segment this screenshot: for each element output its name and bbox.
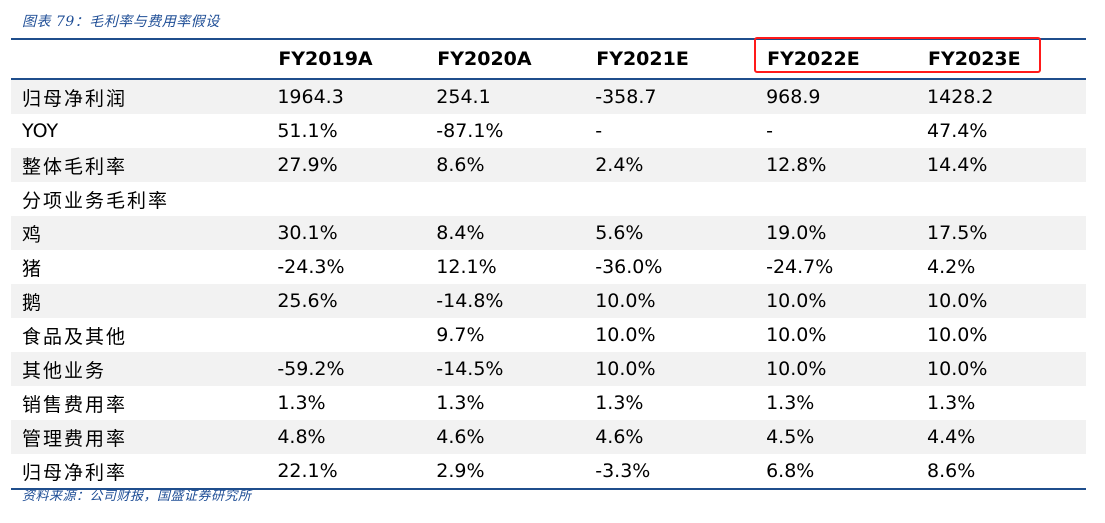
row-label: 鹅 — [22, 291, 44, 314]
row-label: 归母净利润 — [22, 87, 128, 110]
value-cell: 51.1% — [277, 120, 338, 142]
value-cell: -59.2% — [277, 358, 345, 380]
value-cell: 5.6% — [595, 222, 644, 244]
value-cell: 10.0% — [766, 358, 827, 380]
table-row: YOY 51.1% -87.1% - - 47.4% — [11, 114, 1086, 148]
value-cell: 47.4% — [927, 120, 988, 142]
value-cell: 1428.2 — [927, 86, 994, 108]
value-cell: 4.5% — [766, 426, 815, 448]
value-cell: 25.6% — [277, 290, 338, 312]
value-cell: 10.0% — [766, 324, 827, 346]
value-cell: -14.5% — [436, 358, 504, 380]
table-row: 猪 -24.3% 12.1% -36.0% -24.7% 4.2% — [11, 250, 1086, 284]
value-cell: 17.5% — [927, 222, 988, 244]
value-cell: 1.3% — [436, 392, 485, 414]
row-label: 整体毛利率 — [22, 155, 128, 178]
value-cell: 968.9 — [766, 86, 821, 108]
value-cell: 1.3% — [277, 392, 326, 414]
value-cell: -3.3% — [595, 460, 651, 482]
row-label: YOY — [22, 120, 59, 142]
value-cell: -36.0% — [595, 256, 663, 278]
header-fy2020a: FY2020A — [437, 48, 532, 70]
value-cell: 8.4% — [436, 222, 485, 244]
bottom-rule — [11, 488, 1086, 490]
table-row: 销售费用率 1.3% 1.3% 1.3% 1.3% 1.3% — [11, 386, 1086, 420]
value-cell: 8.6% — [436, 154, 485, 176]
row-label: 其他业务 — [22, 359, 107, 382]
value-cell: 4.2% — [927, 256, 976, 278]
value-cell: 1.3% — [595, 392, 644, 414]
value-cell: 4.6% — [436, 426, 485, 448]
value-cell: 10.0% — [766, 290, 827, 312]
value-cell: -358.7 — [595, 86, 657, 108]
figure-caption: 图表 79：毛利率与费用率假设 — [22, 14, 220, 30]
header-rule — [11, 78, 1086, 80]
value-cell: 22.1% — [277, 460, 338, 482]
value-cell: -87.1% — [436, 120, 504, 142]
header-fy2021e: FY2021E — [596, 48, 689, 70]
source-note: 资料来源：公司财报，国盛证券研究所 — [22, 489, 252, 504]
value-cell: 19.0% — [766, 222, 827, 244]
value-cell: 27.9% — [277, 154, 338, 176]
value-cell: 10.0% — [927, 290, 988, 312]
table-body: 归母净利润 1964.3 254.1 -358.7 968.9 1428.2 YOY 51.1… — [11, 80, 1086, 488]
value-cell: 10.0% — [927, 358, 988, 380]
row-label: 鸡 — [22, 223, 44, 246]
value-cell: 1964.3 — [277, 86, 344, 108]
value-cell: 12.8% — [766, 154, 827, 176]
value-cell: 254.1 — [436, 86, 491, 108]
value-cell: 8.6% — [927, 460, 976, 482]
value-cell: -24.3% — [277, 256, 345, 278]
value-cell: 12.1% — [436, 256, 497, 278]
table-row: 分项业务毛利率 — [11, 182, 1086, 216]
value-cell: 4.4% — [927, 426, 976, 448]
header-fy2023e: FY2023E — [928, 48, 1021, 70]
row-label: 销售费用率 — [22, 393, 128, 416]
top-rule — [11, 38, 1086, 40]
value-cell: 2.9% — [436, 460, 485, 482]
value-cell: -14.8% — [436, 290, 504, 312]
row-label: 分项业务毛利率 — [22, 189, 170, 212]
value-cell: 4.8% — [277, 426, 326, 448]
value-cell: 10.0% — [595, 324, 656, 346]
table-row: 管理费用率 4.8% 4.6% 4.6% 4.5% 4.4% — [11, 420, 1086, 454]
value-cell: 30.1% — [277, 222, 338, 244]
value-cell: 9.7% — [436, 324, 485, 346]
table-row: 整体毛利率 27.9% 8.6% 2.4% 12.8% 14.4% — [11, 148, 1086, 182]
table-row: 鸡 30.1% 8.4% 5.6% 19.0% 17.5% — [11, 216, 1086, 250]
value-cell: - — [595, 120, 603, 142]
value-cell: 10.0% — [927, 324, 988, 346]
value-cell: 14.4% — [927, 154, 988, 176]
value-cell: - — [766, 120, 773, 142]
value-cell: 1.3% — [766, 392, 815, 414]
value-cell: 1.3% — [927, 392, 976, 414]
header-fy2019a: FY2019A — [278, 48, 373, 70]
row-label: 猪 — [22, 257, 44, 280]
table-row: 归母净利润 1964.3 254.1 -358.7 968.9 1428.2 — [11, 80, 1086, 114]
assumption-table: FY2019A FY2020A FY2021E FY2022E FY2023E … — [11, 38, 1086, 490]
value-cell: -24.7% — [766, 256, 834, 278]
row-label: 管理费用率 — [22, 427, 128, 450]
table-header-row: FY2019A FY2020A FY2021E FY2022E FY2023E — [11, 40, 1086, 78]
header-fy2022e: FY2022E — [767, 48, 860, 70]
value-cell: 6.8% — [766, 460, 815, 482]
value-cell: 2.4% — [595, 154, 644, 176]
value-cell: 10.0% — [595, 358, 656, 380]
table-row: 鹅 25.6% -14.8% 10.0% 10.0% 10.0% — [11, 284, 1086, 318]
row-label: 食品及其他 — [22, 325, 128, 348]
table-row: 食品及其他 9.7% 10.0% 10.0% 10.0% — [11, 318, 1086, 352]
table-row: 其他业务 -59.2% -14.5% 10.0% 10.0% 10.0% — [11, 352, 1086, 386]
value-cell: 4.6% — [595, 426, 644, 448]
row-label: 归母净利率 — [22, 461, 128, 484]
value-cell: 10.0% — [595, 290, 656, 312]
table-row: 归母净利率 22.1% 2.9% -3.3% 6.8% 8.6% — [11, 454, 1086, 488]
